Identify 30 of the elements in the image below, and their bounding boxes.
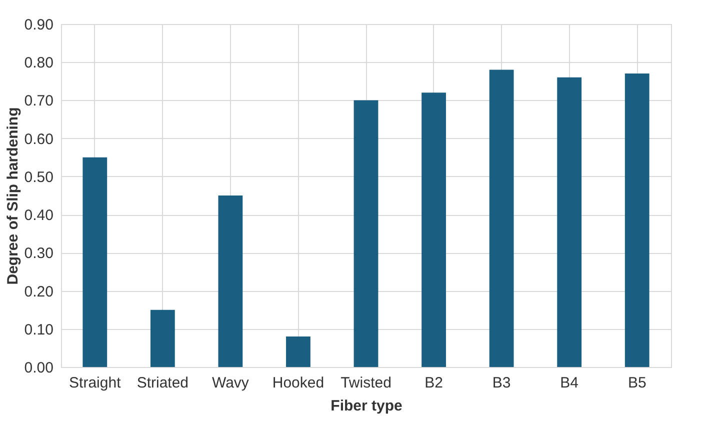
x-tick-label: B4 <box>560 374 579 392</box>
bar <box>218 196 243 367</box>
x-tick-label: B5 <box>628 374 646 392</box>
y-axis-title: Degree of Slip hardening <box>4 107 22 285</box>
y-tick-label: 0.00 <box>24 360 54 376</box>
bar <box>286 336 310 367</box>
bar <box>150 310 175 367</box>
x-tick-label: Wavy <box>212 374 250 392</box>
x-tick-label: B3 <box>492 374 511 392</box>
bar <box>557 77 582 367</box>
x-tick-label: Twisted <box>340 374 392 392</box>
x-tick-label: B2 <box>424 374 443 392</box>
y-tick-label: 0.80 <box>24 54 54 72</box>
bar <box>354 100 378 367</box>
x-tick-label: Hooked <box>272 374 324 392</box>
bar <box>489 70 514 367</box>
y-tick-label: 0.60 <box>24 130 54 148</box>
y-tick-label: 0.10 <box>24 321 54 338</box>
y-tick-label: 0.70 <box>24 92 54 110</box>
y-tick-label: 0.50 <box>24 168 54 186</box>
x-axis-title: Fiber type <box>330 398 402 414</box>
y-tick-label: 0.20 <box>24 283 54 300</box>
y-tick-label: 0.90 <box>24 16 54 34</box>
bar <box>82 157 108 367</box>
bar <box>422 92 446 367</box>
y-tick-label: 0.30 <box>24 245 54 262</box>
x-tick-label: Straight <box>69 374 122 392</box>
y-tick-label: 0.40 <box>24 207 54 224</box>
x-tick-label: Striated <box>136 374 189 392</box>
bar <box>624 74 650 367</box>
